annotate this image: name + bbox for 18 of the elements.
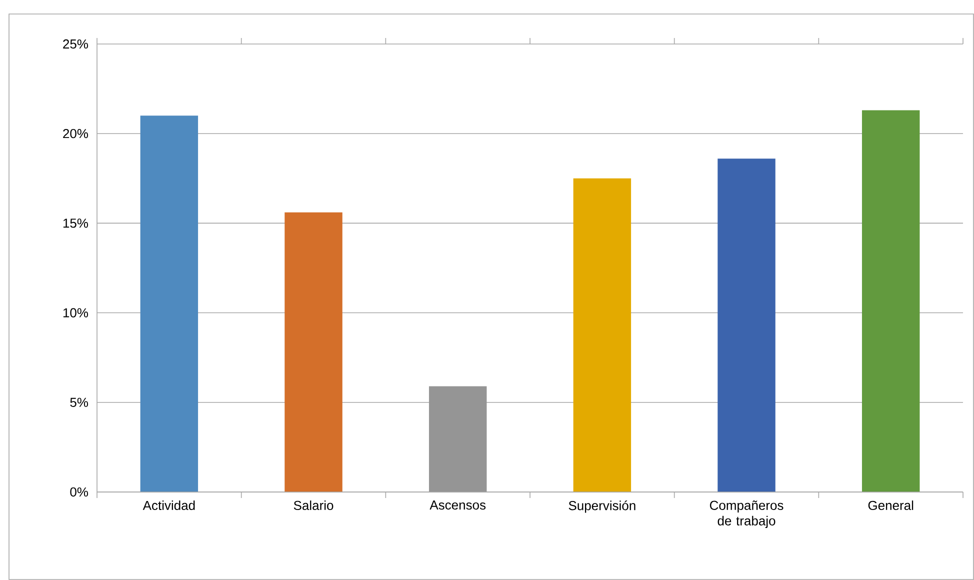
bar [573, 178, 632, 492]
x-tick-label: Actividad [142, 500, 195, 510]
bar [862, 110, 920, 492]
y-tick-label: 20% [63, 128, 88, 138]
x-tick-label: Compañeros de trabajo [710, 500, 784, 528]
x-tick-label: Ascensos [430, 500, 486, 510]
y-tick-label: 25% [63, 39, 88, 49]
y-tick-label: 5% [70, 398, 88, 407]
bar [428, 386, 487, 492]
x-tick-label: Supervisión [568, 500, 636, 513]
y-tick-label: 0% [70, 487, 88, 497]
y-tick-label: 15% [63, 218, 88, 228]
bar [140, 116, 198, 492]
x-tick-label: Salario [294, 500, 334, 510]
bar [284, 212, 342, 492]
bar [718, 158, 776, 492]
y-tick-label: 10% [63, 308, 88, 318]
x-tick-label: General [868, 500, 914, 510]
